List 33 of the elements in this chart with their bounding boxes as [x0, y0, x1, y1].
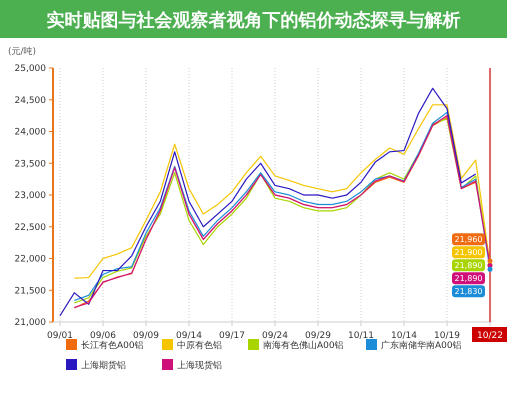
- chart-title: 实时贴图与社会观察者视角下的铝价动态探寻与解析: [46, 10, 460, 31]
- data-label: 21,960: [454, 235, 482, 244]
- x-tick-label: 10/22: [477, 331, 503, 341]
- y-tick-label: 23,000: [14, 191, 46, 201]
- legend-label: 广东南储华南A00铝: [381, 340, 462, 351]
- x-tick-label: 09/01: [47, 331, 73, 341]
- y-tick-label: 24,000: [14, 128, 46, 138]
- x-tick-label: 10/14: [391, 331, 418, 341]
- x-tick-label: 10/19: [434, 331, 460, 341]
- y-tick-label: 23,500: [14, 159, 46, 170]
- y-tick-label: 22,500: [14, 222, 46, 233]
- y-tick-label: 24,500: [14, 96, 46, 106]
- y-tick-label: 22,000: [14, 254, 46, 264]
- legend-label: 上海现货铝: [177, 360, 222, 371]
- x-tick-label: 09/06: [90, 331, 116, 341]
- legend-label: 南海有色佛山A00铝: [263, 340, 344, 351]
- x-tick-label: 09/24: [262, 331, 288, 341]
- x-tick-label: 10/11: [348, 331, 374, 341]
- x-tick-label: 09/17: [219, 331, 245, 341]
- x-tick-label: 09/14: [176, 331, 202, 341]
- y-tick-label: 25,000: [14, 64, 46, 74]
- legend-label: 中原有色铝: [177, 340, 222, 351]
- data-label: 21,890: [454, 261, 482, 270]
- data-label: 21,900: [454, 248, 482, 258]
- y-tick-label: 21,000: [14, 318, 46, 328]
- y-axis-title: (元/吨): [8, 46, 36, 57]
- data-label: 21,830: [454, 287, 482, 296]
- x-tick-label: 09/09: [133, 331, 160, 341]
- x-tick-label: 09/29: [305, 331, 332, 341]
- data-label: 21,890: [454, 274, 482, 284]
- y-tick-label: 21,500: [14, 286, 46, 296]
- legend-label: 上海期货铝: [81, 360, 126, 371]
- legend-label: 长江有色A00铝: [81, 340, 144, 351]
